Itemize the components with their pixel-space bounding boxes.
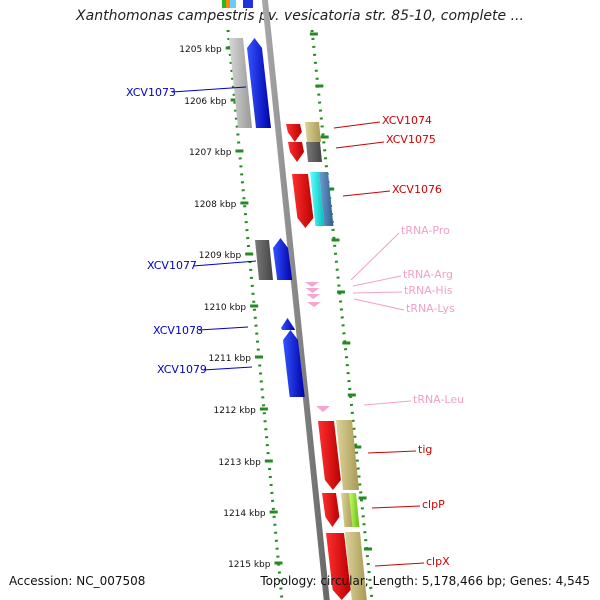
gene-xcv1079[interactable]	[283, 330, 305, 397]
gene-label-tig[interactable]: tig	[418, 443, 432, 456]
label-leader-line	[371, 505, 421, 509]
gene-label-trna-leu[interactable]: tRNA-Leu	[413, 393, 464, 406]
gene-label-trna-arg[interactable]: tRNA-Arg	[403, 268, 453, 281]
gene-xcv1074-partner[interactable]	[305, 122, 321, 142]
gene-label-xcv1073[interactable]: XCV1073	[126, 86, 176, 99]
map-title: Xanthomonas campestris pv. vesicatoria s…	[76, 8, 524, 24]
gene-fragment	[226, 0, 230, 8]
gene-xcv1077[interactable]	[273, 238, 293, 280]
gene-label-xcv1079[interactable]: XCV1079	[157, 363, 207, 376]
trna-marker[interactable]	[306, 294, 321, 299]
accession-text: Accession: NC_007508	[9, 574, 146, 588]
gene-label-xcv1077[interactable]: XCV1077	[147, 259, 197, 272]
label-leader-line	[352, 291, 403, 294]
label-leader-line	[367, 450, 417, 454]
label-leader-line	[352, 275, 402, 287]
gene-xcv1074[interactable]	[286, 124, 302, 142]
gene-clpX-partner[interactable]	[345, 532, 367, 600]
trna-marker[interactable]	[307, 302, 321, 307]
gene-xcv1077-partner[interactable]	[255, 240, 273, 280]
gene-clpP[interactable]	[322, 493, 340, 527]
gene-fragment	[222, 0, 226, 8]
gene-fragment	[230, 0, 236, 8]
label-leader-line	[198, 326, 249, 331]
gene-tig[interactable]	[318, 421, 341, 490]
gene-label-clpp[interactable]: clpP	[422, 498, 445, 511]
kbp-tick-label: 1215 kbp	[228, 560, 271, 570]
kbp-tick-label: 1207 kbp	[189, 148, 232, 158]
gene-xcv1075[interactable]	[288, 142, 304, 162]
gene-xcv1073-partner[interactable]	[229, 38, 252, 128]
gene-xcv1076[interactable]	[292, 174, 314, 228]
label-leader-line	[350, 232, 400, 281]
kbp-tick-label: 1210 kbp	[204, 303, 247, 313]
gene-xcv1075-partner[interactable]	[306, 142, 322, 162]
trna-leu-marker[interactable]	[316, 406, 330, 412]
topology-summary: Topology: circular; Length: 5,178,466 bp…	[260, 574, 590, 588]
label-leader-line	[202, 366, 253, 371]
gene-label-trna-his[interactable]: tRNA-His	[404, 284, 453, 297]
kbp-tick-label: 1205 kbp	[179, 45, 222, 55]
gene-tig-partner[interactable]	[336, 420, 359, 490]
gene-xcv1076-steel[interactable]	[319, 172, 334, 226]
gene-xcv1073[interactable]	[247, 38, 271, 128]
gene-label-xcv1078[interactable]: XCV1078	[153, 324, 203, 337]
kbp-tick-label: 1214 kbp	[223, 509, 266, 519]
kbp-tick-label: 1206 kbp	[184, 97, 227, 107]
label-leader-line	[363, 400, 412, 406]
gene-label-xcv1074[interactable]: XCV1074	[382, 114, 432, 127]
gene-label-trna-pro[interactable]: tRNA-Pro	[401, 224, 450, 237]
gene-clpP-lime[interactable]	[349, 493, 360, 527]
label-leader-line	[374, 562, 425, 567]
label-leader-line	[171, 86, 247, 93]
kbp-tick-label: 1213 kbp	[218, 458, 261, 468]
trna-marker[interactable]	[305, 282, 319, 287]
kbp-tick-label: 1212 kbp	[213, 406, 256, 416]
kbp-tick-label: 1211 kbp	[209, 354, 252, 364]
label-leader-line	[353, 298, 405, 311]
right-tick-rail	[310, 29, 374, 600]
gene-fragment	[243, 0, 253, 8]
label-leader-line	[335, 141, 385, 149]
gene-label-trna-lys[interactable]: tRNA-Lys	[406, 302, 455, 315]
kbp-tick-label: 1209 kbp	[199, 251, 242, 261]
backbone-strand	[261, 0, 330, 600]
gene-xcv1078[interactable]	[281, 318, 296, 330]
gene-label-xcv1076[interactable]: XCV1076	[392, 183, 442, 196]
kbp-tick-label: 1208 kbp	[194, 200, 237, 210]
gene-label-xcv1075[interactable]: XCV1075	[386, 133, 436, 146]
label-leader-line	[333, 121, 381, 129]
trna-marker[interactable]	[305, 288, 320, 293]
gene-xcv1076-cyan[interactable]	[310, 172, 325, 226]
label-leader-line	[192, 260, 257, 267]
label-leader-line	[342, 190, 391, 197]
gene-label-clpx[interactable]: clpX	[426, 555, 450, 568]
gene-clpX[interactable]	[326, 533, 351, 600]
